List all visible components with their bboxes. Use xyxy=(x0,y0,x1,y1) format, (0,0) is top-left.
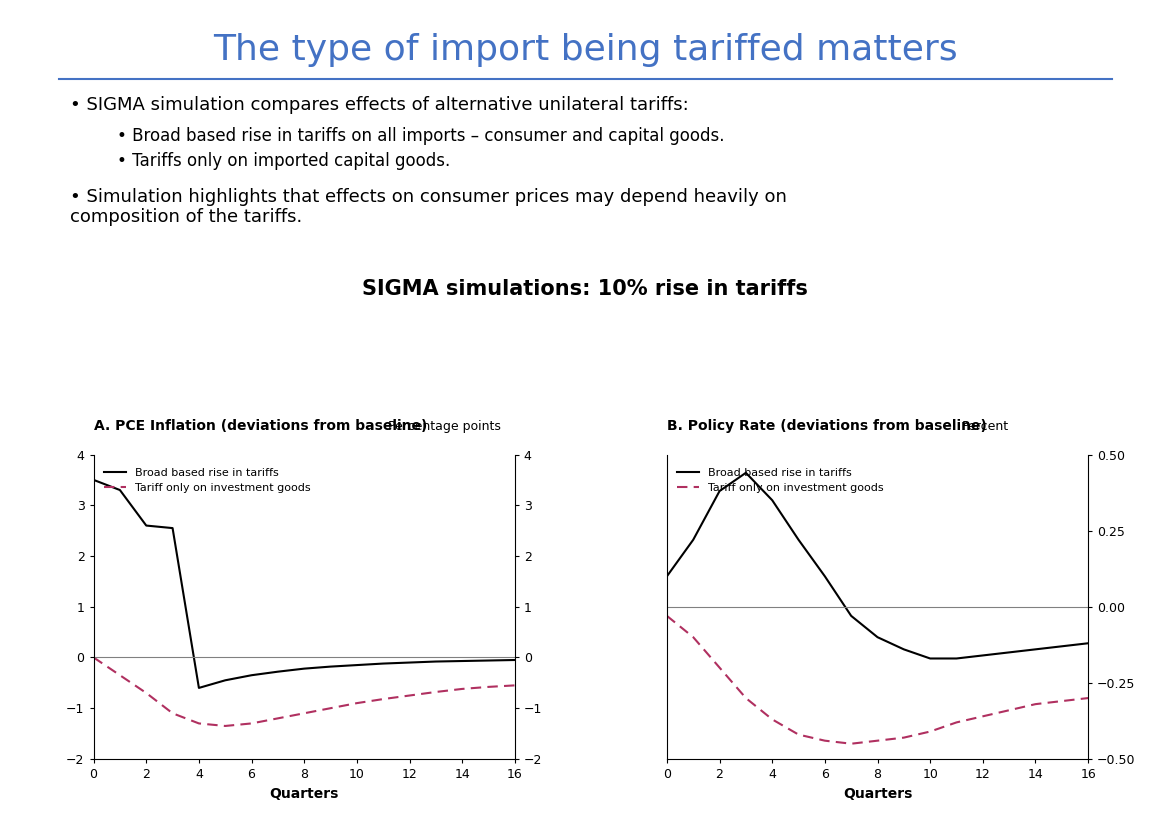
Text: • Tariffs only on imported capital goods.: • Tariffs only on imported capital goods… xyxy=(117,152,450,170)
Text: Percent: Percent xyxy=(962,420,1009,433)
Text: B. Policy Rate (deviations from baseline): B. Policy Rate (deviations from baseline… xyxy=(667,419,986,433)
Text: The type of import being tariffed matters: The type of import being tariffed matter… xyxy=(213,33,957,68)
Text: • SIGMA simulation compares effects of alternative unilateral tariffs:: • SIGMA simulation compares effects of a… xyxy=(70,96,689,114)
Text: A. PCE Inflation (deviations from baseline): A. PCE Inflation (deviations from baseli… xyxy=(94,419,427,433)
Legend: Broad based rise in tariffs, Tariff only on investment goods: Broad based rise in tariffs, Tariff only… xyxy=(673,463,888,498)
X-axis label: Quarters: Quarters xyxy=(842,786,913,801)
Text: • Broad based rise in tariffs on all imports – consumer and capital goods.: • Broad based rise in tariffs on all imp… xyxy=(117,127,724,145)
Text: SIGMA simulations: 10% rise in tariffs: SIGMA simulations: 10% rise in tariffs xyxy=(362,279,808,299)
Text: Percentage points: Percentage points xyxy=(388,420,501,433)
X-axis label: Quarters: Quarters xyxy=(269,786,339,801)
Legend: Broad based rise in tariffs, Tariff only on investment goods: Broad based rise in tariffs, Tariff only… xyxy=(99,463,315,498)
Text: • Simulation highlights that effects on consumer prices may depend heavily on
co: • Simulation highlights that effects on … xyxy=(70,188,787,227)
